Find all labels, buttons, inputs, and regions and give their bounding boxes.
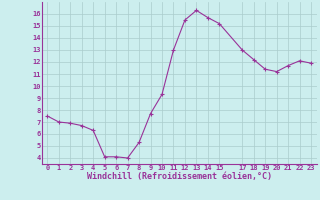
X-axis label: Windchill (Refroidissement éolien,°C): Windchill (Refroidissement éolien,°C) <box>87 172 272 181</box>
